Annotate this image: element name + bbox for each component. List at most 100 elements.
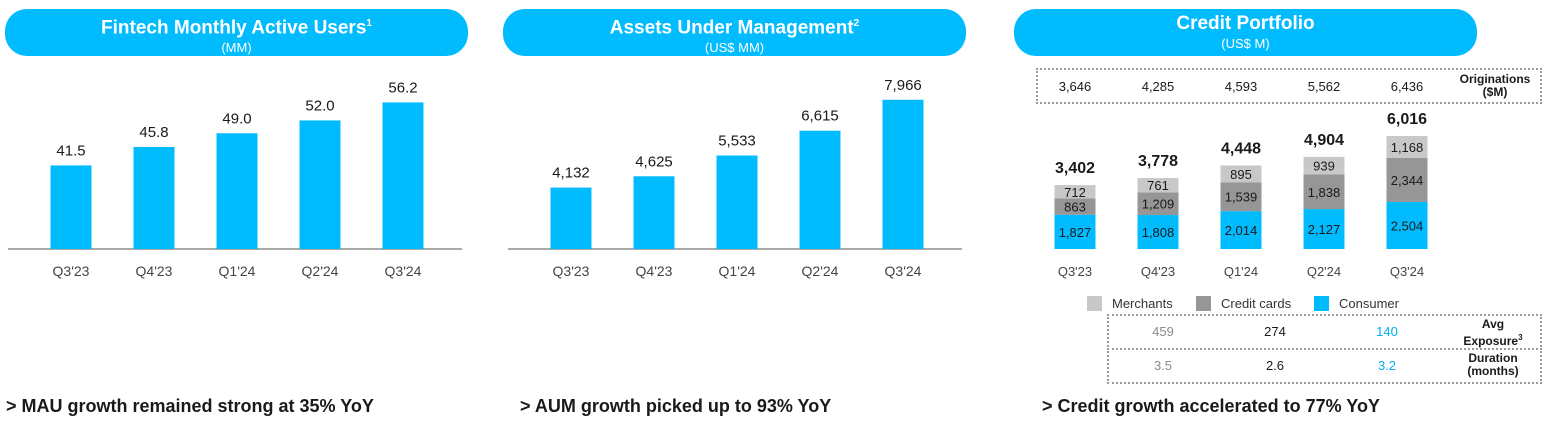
credit-total-label: 4,448 (1221, 140, 1261, 157)
aum-category-label: Q3'24 (885, 263, 922, 279)
duration-credit-cards: 2.6 (1265, 358, 1285, 373)
avg-exposure-footnote: 3 (1518, 333, 1523, 342)
duration-row (1107, 348, 1542, 384)
consumer-segment-label: 2,504 (1391, 218, 1424, 233)
credit-total-label: 4,904 (1304, 132, 1344, 149)
mau-title: Fintech Monthly Active Users (101, 17, 367, 39)
consumer-segment (1054, 214, 1096, 249)
originations-label: Originations ($M) (1450, 73, 1540, 99)
aum-category-label: Q4'23 (636, 263, 673, 279)
aum-bar (633, 176, 675, 249)
merchants-segment-label: 939 (1313, 159, 1335, 174)
duration-label: Duration (months) (1448, 352, 1538, 378)
avg-exposure-label: Avg Exposure3 (1448, 318, 1538, 348)
credit-cards-segment (1220, 182, 1262, 212)
mau-category-label: Q2'24 (302, 263, 339, 279)
credit-category-label: Q1'24 (1224, 264, 1258, 279)
aum-title-footnote: 2 (853, 18, 860, 29)
legend-credit-cards-label: Credit cards (1221, 296, 1292, 311)
originations-value: 6,436 (1390, 79, 1424, 94)
aum-bar (799, 130, 841, 249)
credit-cards-segment-label: 1,539 (1225, 190, 1258, 205)
consumer-segment-label: 1,827 (1059, 225, 1092, 240)
consumer-segment (1137, 215, 1179, 249)
mau-category-label: Q3'23 (53, 263, 90, 279)
consumer-segment-label: 2,127 (1308, 222, 1341, 237)
aum-data-label: 5,533 (718, 132, 756, 149)
merchants-segment-label: 761 (1147, 178, 1169, 193)
legend-merchants-label: Merchants (1112, 296, 1173, 311)
mau-data-label: 56.2 (388, 79, 417, 96)
aum-data-label: 7,966 (884, 77, 922, 94)
mau-category-label: Q1'24 (219, 263, 256, 279)
merchants-segment (1386, 136, 1428, 158)
originations-value: 4,285 (1141, 79, 1175, 94)
originations-label-line1: Originations (1459, 72, 1531, 86)
duration-label-line2: (months) (1467, 364, 1519, 378)
credit-cards-segment (1054, 198, 1096, 215)
duration-consumer: 3.2 (1377, 358, 1397, 373)
credit-cards-segment (1137, 192, 1179, 216)
credit-cards-segment-label: 1,838 (1308, 185, 1341, 200)
originations-value: 5,562 (1307, 79, 1341, 94)
legend-consumer: Consumer (1314, 296, 1399, 311)
merchants-segment-label: 895 (1230, 167, 1252, 182)
mau-title-footnote: 1 (366, 18, 372, 29)
consumer-swatch (1314, 296, 1329, 311)
credit-category-label: Q4'23 (1141, 264, 1175, 279)
aum-category-label: Q3'23 (553, 263, 590, 279)
credit-subtitle: (US$ M) (1221, 36, 1270, 51)
mau-data-label: 45.8 (139, 124, 168, 141)
aum-data-label: 4,132 (552, 165, 590, 182)
avg-exposure-consumer: 140 (1376, 324, 1398, 339)
avg-exposure-merchants: 459 (1152, 324, 1174, 339)
mau-footer: > MAU growth remained strong at 35% YoY (6, 396, 374, 416)
mau-bar (382, 102, 424, 249)
mau-category-label: Q3'24 (385, 263, 422, 279)
consumer-segment-label: 1,808 (1142, 225, 1175, 240)
credit-total-label: 3,402 (1055, 160, 1095, 177)
originations-label-line2: ($M) (1482, 85, 1508, 99)
mau-subtitle: (MM) (221, 40, 252, 56)
merchants-swatch (1087, 296, 1102, 311)
legend-consumer-label: Consumer (1339, 296, 1399, 311)
aum-bar (550, 187, 592, 249)
merchants-segment-label: 712 (1064, 185, 1086, 200)
avg-exposure-credit-cards: 274 (1264, 324, 1286, 339)
credit-footer: > Credit growth accelerated to 77% YoY (1042, 396, 1380, 416)
merchants-segment-label: 1,168 (1391, 140, 1424, 155)
credit-title-pill: Credit Portfolio (US$ M) (1014, 9, 1477, 56)
credit-category-label: Q3'23 (1058, 264, 1092, 279)
originations-value: 3,646 (1058, 79, 1092, 94)
merchants-segment (1054, 185, 1096, 199)
legend-merchants: Merchants (1087, 296, 1173, 311)
aum-bar (716, 155, 758, 249)
mau-data-label: 52.0 (305, 97, 334, 114)
mau-bar-chart: 41.5 Q3'23 45.8 Q4'23 49.0 Q1'24 52.0 Q2'24 56.2… (8, 79, 462, 279)
merchants-segment (1137, 178, 1179, 193)
credit-cards-segment-label: 2,344 (1391, 173, 1424, 188)
mau-bar (50, 165, 92, 249)
credit-cards-segment (1386, 157, 1428, 202)
mau-bar (299, 120, 341, 249)
credit-total-label: 3,778 (1138, 153, 1178, 170)
credit-cards-swatch (1196, 296, 1211, 311)
aum-title-pill: Assets Under Management2 (US$ MM) (503, 9, 966, 56)
mau-data-label: 41.5 (56, 142, 85, 159)
avg-exposure-label-line1: Avg (1481, 317, 1505, 331)
aum-data-label: 6,615 (801, 108, 839, 125)
mau-category-label: Q4'23 (136, 263, 173, 279)
duration-label-line1: Duration (1468, 351, 1518, 365)
aum-category-label: Q2'24 (802, 263, 839, 279)
merchants-segment (1303, 156, 1345, 175)
duration-merchants: 3.5 (1153, 358, 1173, 373)
avg-exposure-label-line2: Exposure (1463, 334, 1519, 348)
mau-title-pill: Fintech Monthly Active Users1 (MM) (5, 9, 468, 56)
mau-bar (133, 147, 175, 249)
consumer-segment (1386, 201, 1428, 249)
aum-bar (882, 99, 924, 249)
originations-value: 4,593 (1224, 79, 1258, 94)
mau-bar (216, 133, 258, 249)
credit-category-label: Q3'24 (1390, 264, 1424, 279)
